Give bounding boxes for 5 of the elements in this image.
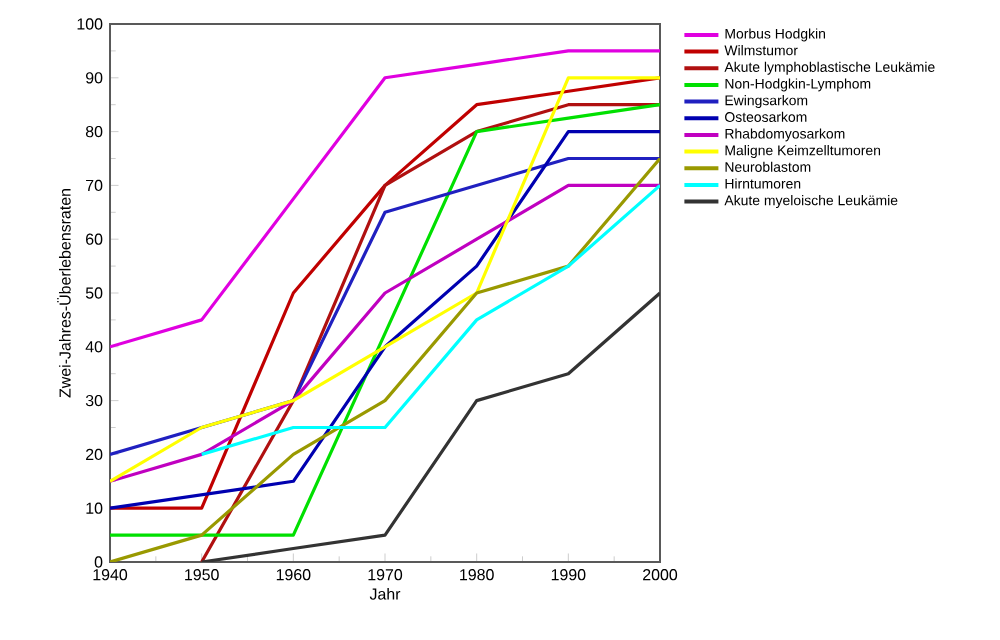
line-series (200, 183, 660, 456)
line-series (110, 183, 660, 483)
line-series (200, 103, 660, 562)
line-series (110, 49, 660, 349)
line-series (200, 291, 660, 562)
